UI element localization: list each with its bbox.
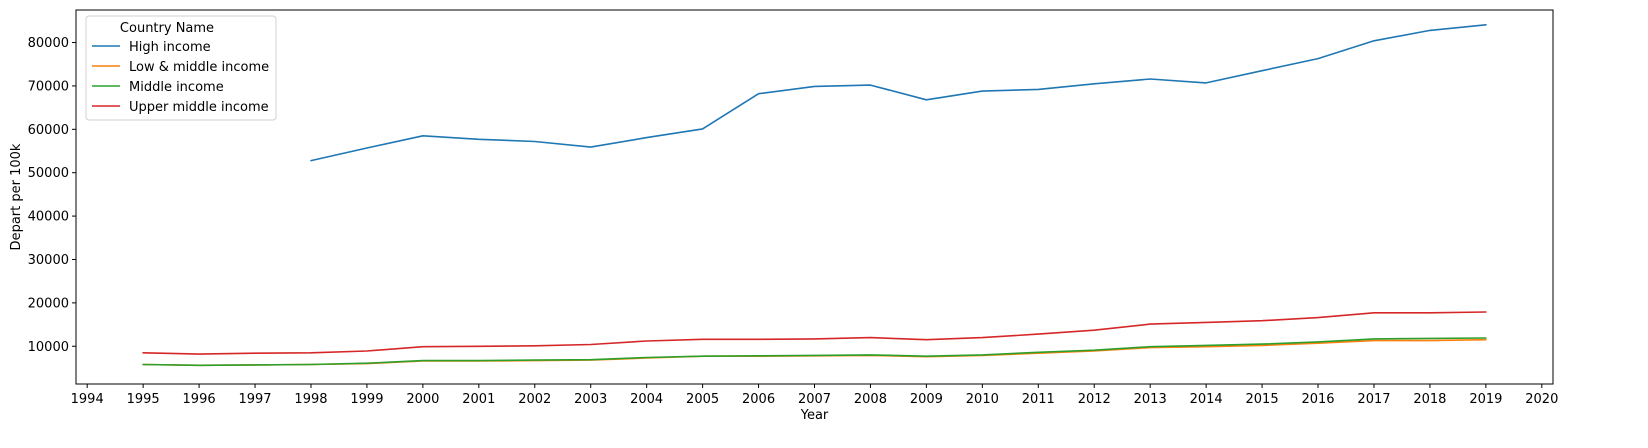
x-tick-label: 2017: [1357, 392, 1390, 407]
legend-entry-label: Low & middle income: [129, 60, 269, 75]
x-tick-label: 2019: [1469, 392, 1502, 407]
x-tick-label: 2007: [798, 392, 831, 407]
y-axis-label: Depart per 100k: [9, 143, 24, 250]
series-line-3: [142, 311, 1487, 355]
x-tick-label: 2013: [1134, 392, 1167, 407]
y-tick-label: 70000: [28, 79, 69, 94]
x-tick-label: 1995: [127, 392, 160, 407]
legend: Country Name High income Low & middle inc…: [85, 15, 277, 121]
x-tick-label: 2004: [630, 392, 663, 407]
x-tick-label: 1998: [294, 392, 327, 407]
x-tick-label: 2005: [686, 392, 719, 407]
y-tick-label: 20000: [28, 296, 69, 311]
x-tick-label: 1996: [183, 392, 216, 407]
y-tick-label: 10000: [28, 340, 69, 355]
x-tick-label: 2010: [966, 392, 999, 407]
x-tick-label: 2011: [1022, 392, 1055, 407]
legend-box: [85, 15, 277, 121]
x-axis-ticks: 1994 1995 1996 1997 1998 1999 2000 2001 2002 2003…: [71, 384, 1558, 407]
x-tick-label: 1994: [71, 392, 104, 407]
x-tick-label: 2006: [742, 392, 775, 407]
series-lines: [142, 23, 1487, 367]
x-tick-label: 2001: [462, 392, 495, 407]
x-axis-label: Year: [800, 408, 829, 423]
legend-entry-label: High income: [129, 40, 211, 55]
x-tick-label: 2014: [1190, 392, 1223, 407]
x-tick-label: 2015: [1246, 392, 1279, 407]
legend-entry-label: Upper middle income: [129, 100, 269, 115]
x-tick-label: 2016: [1301, 392, 1334, 407]
x-tick-label: 2012: [1078, 392, 1111, 407]
x-tick-label: 2003: [574, 392, 607, 407]
legend-entries: High income Low & middle income Middle inc…: [92, 40, 269, 115]
plot-area-frame: [75, 9, 1554, 385]
x-tick-label: 1999: [350, 392, 383, 407]
x-tick-label: 2000: [406, 392, 439, 407]
x-tick-label: 2008: [854, 392, 887, 407]
y-tick-label: 30000: [28, 253, 69, 268]
series-line-0: [310, 23, 1487, 162]
x-tick-label: 2009: [910, 392, 943, 407]
legend-entry-label: Middle income: [129, 80, 224, 95]
y-tick-label: 60000: [28, 123, 69, 138]
y-axis-ticks: 10000 20000 30000 40000 50000 60000 70000 80000: [28, 36, 76, 355]
series-line-2: [142, 337, 1487, 367]
y-tick-label: 40000: [28, 210, 69, 225]
legend-title: Country Name: [120, 21, 214, 36]
x-tick-label: 2020: [1525, 392, 1558, 407]
x-tick-label: 1997: [238, 392, 271, 407]
x-tick-label: 2002: [518, 392, 551, 407]
y-tick-label: 80000: [28, 36, 69, 51]
y-tick-label: 50000: [28, 166, 69, 181]
x-tick-label: 2018: [1413, 392, 1446, 407]
